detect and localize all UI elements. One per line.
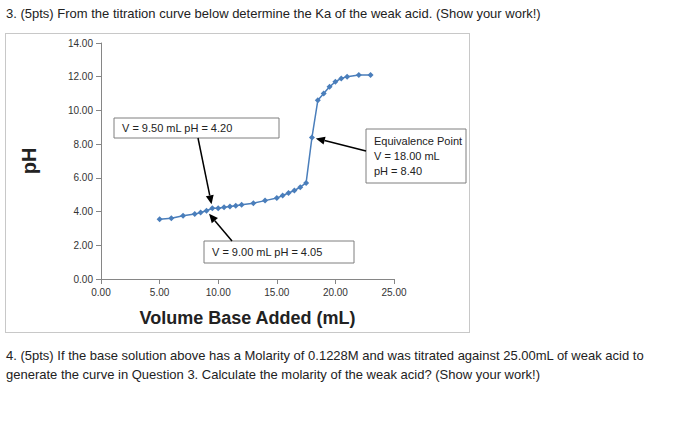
svg-text:6.00: 6.00 (74, 172, 94, 183)
html-text:3. (5pts) From the titration c: 3. (5pts) From the titration curve below… (6, 6, 541, 21)
html-text:4. (5pts) If the base solution: 4. (5pts) If the base solution above has… (6, 348, 644, 382)
svg-text:15.00: 15.00 (264, 287, 289, 298)
svg-text:V = 9.00 mL pH = 4.05: V = 9.00 mL pH = 4.05 (212, 246, 322, 258)
svg-text:25.00: 25.00 (381, 287, 406, 298)
svg-text:V = 18.00 mL: V = 18.00 mL (374, 150, 440, 162)
svg-text:5.00: 5.00 (150, 287, 170, 298)
svg-text:4.00: 4.00 (74, 206, 94, 217)
svg-text:8.00: 8.00 (74, 139, 94, 150)
svg-text:Volume Base Added (mL): Volume Base Added (mL) (139, 308, 355, 328)
svg-text:V = 9.50 mL pH = 4.20: V = 9.50 mL pH = 4.20 (122, 122, 232, 134)
svg-text:10.00: 10.00 (68, 105, 93, 116)
svg-text:pH = 8.40: pH = 8.40 (374, 165, 422, 177)
svg-text:pH: pH (18, 148, 40, 175)
svg-text:20.00: 20.00 (323, 287, 348, 298)
svg-text:14.00: 14.00 (68, 38, 93, 49)
svg-text:0.00: 0.00 (91, 287, 111, 298)
svg-text:0.00: 0.00 (74, 274, 94, 285)
svg-text:10.00: 10.00 (206, 287, 231, 298)
svg-text:2.00: 2.00 (74, 240, 94, 251)
svg-text:12.00: 12.00 (68, 71, 93, 82)
svg-text:Equivalence Point: Equivalence Point (374, 135, 462, 147)
